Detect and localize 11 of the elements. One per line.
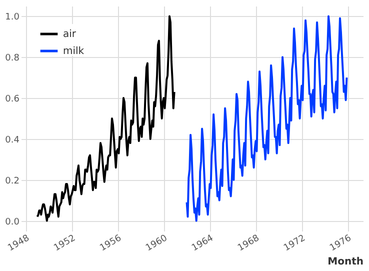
y-tick-label: 0.8 <box>5 54 20 64</box>
line-series <box>36 15 176 222</box>
y-tick-label: 1.0 <box>5 12 20 23</box>
x-axis-title: Month <box>328 256 364 268</box>
y-tick-label: 0.0 <box>5 217 20 228</box>
y-tick-label: 0.6 <box>5 94 20 105</box>
y-tick-label: 0.4 <box>5 135 20 146</box>
legend-label: air <box>63 29 77 40</box>
y-tick-label: 0.2 <box>5 176 20 186</box>
legend-label: milk <box>63 46 84 57</box>
line-series <box>186 15 348 222</box>
